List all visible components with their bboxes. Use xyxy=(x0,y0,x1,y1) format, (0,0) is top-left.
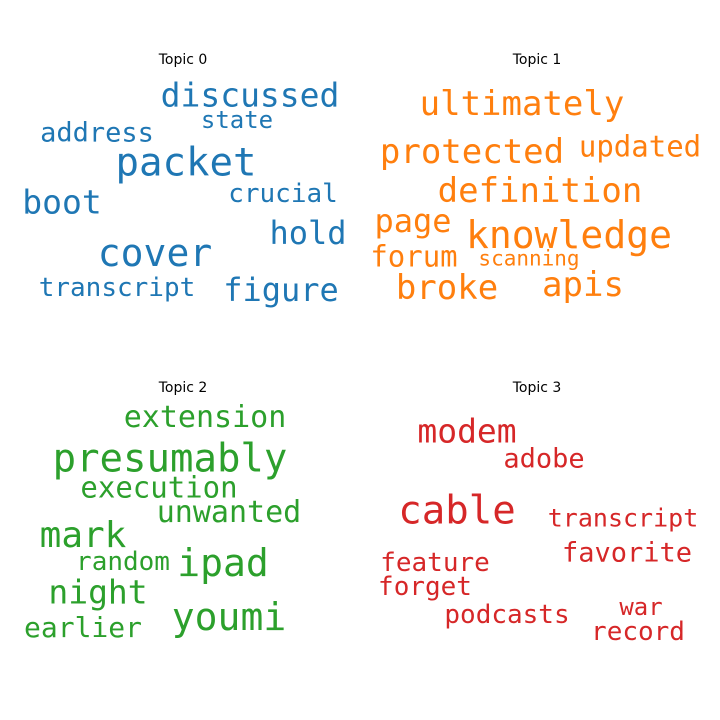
topic-0-word-transcript: transcript xyxy=(38,273,196,303)
topic-1-word-definition: definition xyxy=(437,171,643,211)
topic-1-word-updated: updated xyxy=(578,129,702,164)
topic-2-word-presumably: presumably xyxy=(52,436,288,482)
topic-1-title: Topic 1 xyxy=(512,52,562,68)
topic-2-title: Topic 2 xyxy=(158,380,208,396)
topic-1-word-protected: protected xyxy=(379,132,565,172)
topic-0-word-discussed: discussed xyxy=(160,75,340,115)
topic-0-word-state: state xyxy=(200,106,274,134)
topic-1-word-apis: apis xyxy=(542,265,624,305)
topic-0-word-figure: figure xyxy=(223,271,339,309)
topic-1-word-broke: broke xyxy=(395,268,499,308)
topic-2-word-earlier: earlier xyxy=(23,611,143,644)
topic-0-word-hold: hold xyxy=(269,214,347,252)
topic-2-word-night: night xyxy=(48,572,148,612)
topic-1-word-forum: forum xyxy=(370,239,458,274)
topic-3-word-war: war xyxy=(619,593,663,621)
topic-2-word-ipad: ipad xyxy=(177,541,269,585)
topic-1-word-page: page xyxy=(374,202,452,240)
topic-3-word-transcript: transcript xyxy=(547,503,699,533)
topic-0-word-boot: boot xyxy=(22,182,102,222)
topic-3-word-forget: forget xyxy=(378,572,472,602)
topic-1-word-scanning: scanning xyxy=(478,246,580,271)
topic-2-word-random: random xyxy=(76,547,170,577)
topic-3-word-modem: modem xyxy=(417,411,517,451)
topic-3-word-feature: feature xyxy=(380,548,490,578)
topic-1-word-ultimately: ultimately xyxy=(419,84,625,124)
topic-2-word-execution: execution xyxy=(80,470,238,505)
topic-3-word-record: record xyxy=(591,617,685,647)
topic-3-word-favorite: favorite xyxy=(561,537,693,569)
topic-0-word-address: address xyxy=(40,117,154,149)
topic-2-word-unwanted: unwanted xyxy=(156,495,302,530)
topic-3-word-podcasts: podcasts xyxy=(444,600,570,630)
topic-3-word-adobe: adobe xyxy=(503,443,585,475)
topic-0-title: Topic 0 xyxy=(158,52,208,68)
topic-0-word-crucial: crucial xyxy=(228,179,338,209)
topic-3-word-cable: cable xyxy=(398,488,516,534)
topic-1-word-knowledge: knowledge xyxy=(466,213,672,257)
topic-3-title: Topic 3 xyxy=(512,380,562,396)
topic-0-word-packet: packet xyxy=(115,140,257,186)
topic-2-word-extension: extension xyxy=(123,400,287,435)
topic-2-word-mark: mark xyxy=(39,515,127,556)
topic-2-word-youmi: youmi xyxy=(171,595,287,639)
topic-0-word-cover: cover xyxy=(97,231,213,275)
